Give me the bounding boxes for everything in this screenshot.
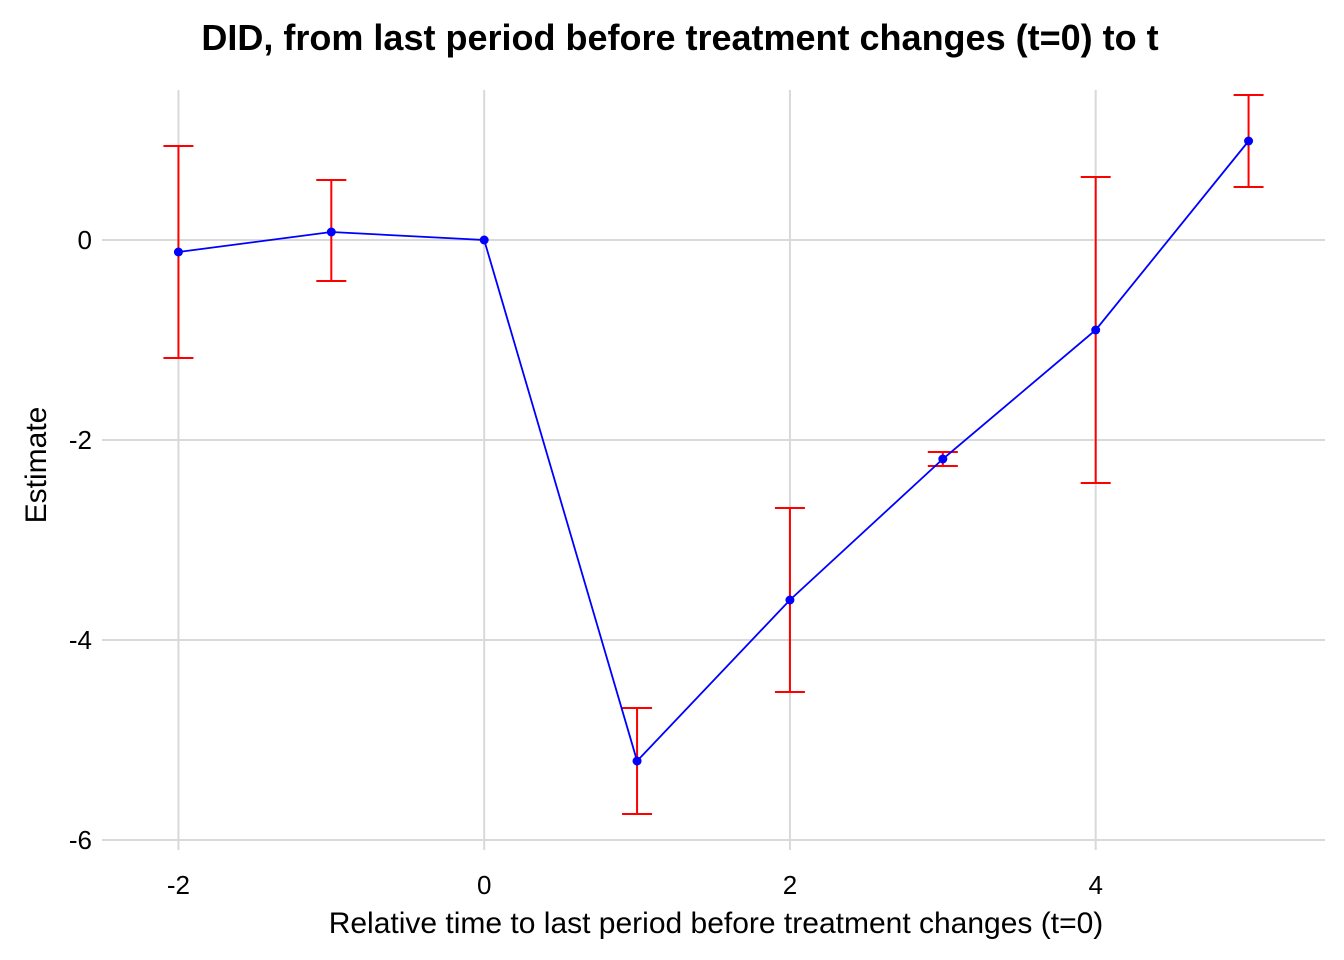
x-tick-label: 4: [1088, 870, 1102, 900]
grid-layer: [102, 90, 1325, 850]
data-points: [173, 136, 1254, 766]
x-tick-label: -2: [167, 870, 190, 900]
data-point: [1091, 325, 1101, 335]
x-axis-label: Relative time to last period before trea…: [329, 907, 1104, 940]
y-axis-label: Estimate: [20, 407, 53, 524]
y-tick-label: -2: [69, 425, 92, 455]
y-tick-label: -4: [69, 625, 92, 655]
data-point: [785, 595, 795, 605]
data-point: [1244, 136, 1254, 146]
y-tick-label: 0: [78, 225, 92, 255]
x-tick-label: 0: [477, 870, 491, 900]
chart-title: DID, from last period before treatment c…: [201, 17, 1158, 58]
series-line: [178, 140, 1250, 763]
data-point: [938, 454, 948, 464]
y-tick-label: -6: [69, 825, 92, 855]
error-bars: [163, 94, 1264, 815]
x-tick-label: 2: [783, 870, 797, 900]
data-point: [326, 227, 336, 237]
data-point: [173, 247, 183, 257]
data-point: [632, 756, 642, 766]
data-point: [479, 235, 489, 245]
tick-labels: -2 0 2 4 0 -2 -4 -6: [69, 225, 1103, 900]
